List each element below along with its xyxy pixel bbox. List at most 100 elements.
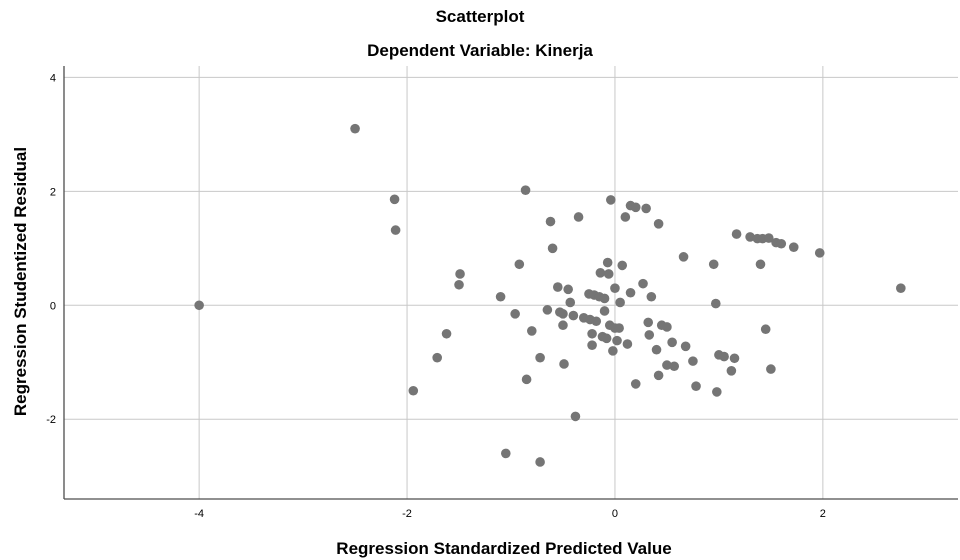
data-point — [614, 323, 624, 333]
data-point — [610, 283, 620, 293]
x-axis-label: Regression Standardized Predicted Value — [336, 539, 671, 558]
data-point — [559, 359, 569, 369]
data-point — [521, 374, 532, 385]
data-point — [501, 448, 511, 459]
chart-subtitle: Dependent Variable: Kinerja — [367, 41, 593, 60]
data-point — [644, 330, 655, 340]
data-point — [558, 320, 568, 331]
data-point — [726, 366, 737, 376]
data-point — [455, 269, 465, 279]
data-point — [603, 269, 614, 279]
y-tick-label: 0 — [50, 300, 56, 312]
data-point — [591, 316, 602, 327]
data-points — [194, 123, 906, 467]
x-tick-label: -2 — [402, 508, 412, 520]
data-point — [731, 229, 742, 239]
x-tick-label: 2 — [820, 508, 826, 520]
y-tick-label: 2 — [50, 186, 56, 198]
data-point — [643, 317, 654, 328]
data-point — [653, 219, 664, 229]
grid-lines — [64, 66, 958, 499]
tick-labels: -4 -2 0 2 -2 0 2 4 — [46, 72, 826, 520]
y-tick-label: -2 — [46, 414, 56, 426]
data-point — [495, 291, 506, 302]
data-point — [625, 287, 636, 298]
data-point — [441, 328, 452, 339]
data-point — [390, 225, 401, 235]
data-point — [601, 333, 612, 344]
data-point — [602, 257, 613, 268]
data-point — [565, 297, 576, 308]
x-tick-label: -4 — [194, 508, 204, 520]
y-axis-label: Regression Studentized Residual — [11, 147, 30, 416]
data-point — [542, 305, 553, 315]
data-point — [558, 309, 568, 319]
data-point — [678, 252, 689, 262]
data-point — [814, 248, 825, 258]
y-tick-label: 4 — [50, 72, 56, 84]
chart-title: Scatterplot — [435, 7, 525, 26]
data-point — [641, 203, 651, 214]
data-point — [595, 268, 606, 278]
data-point — [599, 293, 610, 304]
data-point — [669, 361, 680, 372]
data-point — [688, 356, 698, 366]
axes — [63, 66, 958, 500]
data-point — [608, 346, 618, 356]
data-point — [788, 242, 799, 252]
data-point — [755, 259, 766, 270]
data-point — [617, 260, 628, 271]
data-point — [729, 353, 740, 364]
data-point — [691, 381, 701, 391]
data-point — [568, 310, 579, 321]
data-point — [712, 387, 722, 397]
data-point — [766, 364, 776, 374]
data-point — [510, 309, 520, 319]
data-point — [620, 212, 631, 222]
data-point — [432, 352, 442, 363]
data-point — [667, 337, 677, 348]
data-point — [605, 195, 616, 205]
data-point — [630, 202, 641, 213]
data-point — [760, 324, 771, 335]
x-tick-label: 0 — [612, 508, 618, 520]
data-point — [454, 279, 464, 290]
data-point — [653, 370, 664, 381]
data-point — [563, 284, 573, 295]
data-point — [520, 185, 531, 196]
data-point — [573, 212, 584, 222]
data-point — [764, 233, 774, 243]
data-point — [526, 326, 537, 336]
data-point — [587, 328, 597, 339]
data-point — [570, 411, 581, 422]
data-point — [615, 297, 625, 308]
data-point — [651, 344, 662, 355]
data-point — [194, 300, 204, 311]
data-point — [710, 298, 721, 309]
data-point — [680, 341, 691, 352]
data-point — [776, 238, 787, 249]
data-point — [552, 282, 563, 292]
data-point — [708, 259, 719, 270]
data-point — [630, 379, 641, 389]
data-point — [646, 291, 657, 302]
data-point — [745, 232, 755, 242]
data-point — [587, 340, 597, 350]
data-point — [622, 339, 633, 349]
data-point — [599, 306, 610, 316]
data-point — [545, 216, 556, 227]
data-point — [662, 322, 672, 332]
data-point — [408, 385, 419, 396]
data-point — [535, 457, 545, 467]
data-point — [514, 259, 525, 270]
data-point — [535, 352, 545, 363]
data-point — [896, 283, 906, 293]
data-point — [638, 278, 648, 289]
data-point — [662, 360, 672, 370]
data-point — [547, 243, 558, 254]
data-point — [389, 194, 400, 205]
data-point — [719, 351, 729, 362]
data-point — [350, 123, 360, 134]
data-point — [612, 335, 622, 346]
